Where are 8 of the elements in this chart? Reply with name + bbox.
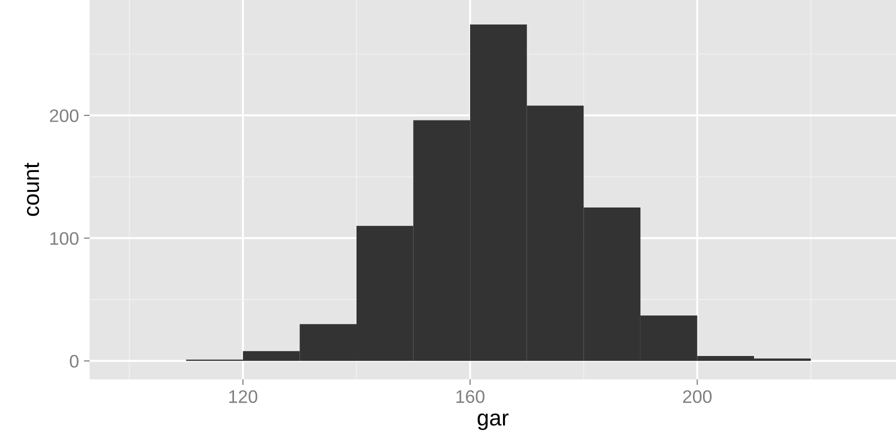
x-tick-label: 120 (229, 390, 258, 403)
y-tick-label: 100 (50, 232, 78, 245)
y-axis-title: count (24, 162, 40, 216)
x-tick-label: 200 (683, 390, 712, 403)
x-axis-title: gar (478, 413, 508, 430)
x-tick-label: 160 (456, 390, 484, 403)
y-tick-label: 0 (70, 354, 78, 368)
y-tick-label: 200 (50, 109, 78, 122)
